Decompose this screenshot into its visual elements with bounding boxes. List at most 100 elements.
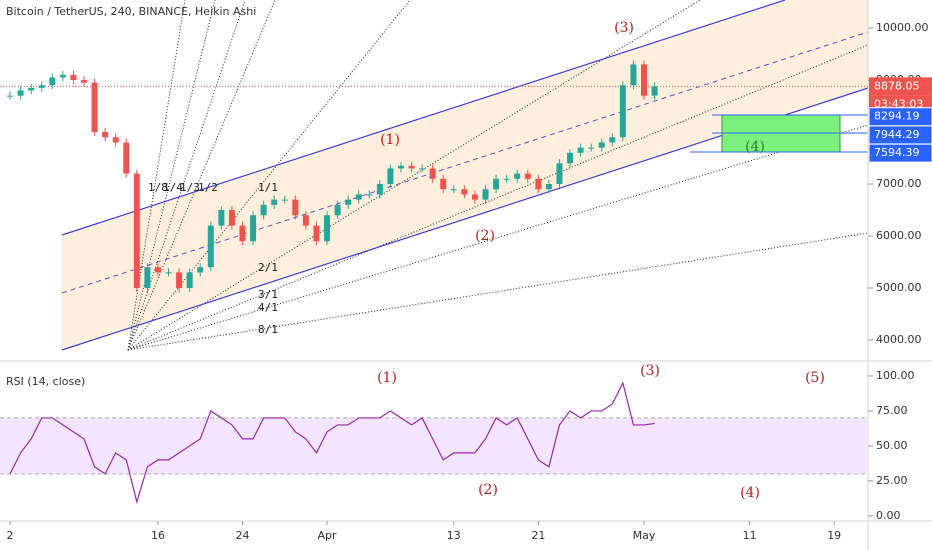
fan-label: 4/1 — [258, 301, 278, 314]
candle-body — [49, 77, 56, 86]
candle-body — [154, 267, 161, 273]
rsi-wave-label: (3) — [640, 363, 660, 379]
candle-body — [577, 147, 584, 153]
candle-body — [366, 194, 373, 196]
candle-body — [588, 147, 595, 149]
rsi-wave-label: (5) — [805, 370, 825, 386]
candle-body — [545, 184, 552, 190]
y-tick-label: 7000.00 — [876, 177, 922, 190]
candle-body — [313, 225, 320, 242]
rsi-wave-label: (1) — [377, 370, 397, 386]
candle-body — [123, 142, 130, 174]
rsi-tick-label: 75.00 — [876, 404, 908, 417]
candle-body — [376, 184, 383, 195]
channel-fill — [62, 0, 868, 350]
candle-body — [440, 178, 447, 190]
candle-body — [535, 178, 542, 190]
candle-body — [567, 152, 574, 164]
rsi-wave-label: (4) — [740, 485, 760, 501]
channel-upper — [61, 0, 786, 236]
fan-label: 1/2 — [198, 181, 218, 194]
fan-label: 1/1 — [258, 181, 278, 194]
candle-body — [260, 204, 267, 216]
rsi-title: RSI (14, close) — [6, 375, 85, 388]
level-label: 7944.29 — [874, 128, 920, 141]
last-price-box — [869, 77, 932, 96]
x-tick-label: May — [633, 529, 656, 542]
rsi-line — [9, 381, 655, 505]
candle-body — [176, 272, 183, 288]
x-tick-label: 24 — [235, 529, 249, 542]
x-tick-label: 2 — [7, 529, 14, 542]
candle-body — [514, 173, 521, 179]
candle-body — [112, 137, 119, 143]
candle-body — [524, 173, 531, 179]
candle-body — [450, 189, 457, 191]
candle-body — [102, 132, 109, 138]
countdown-label: 03:43:03 — [874, 97, 923, 110]
level-label: 7594.39 — [874, 146, 920, 159]
candle-body — [482, 189, 489, 200]
candle-body — [28, 87, 35, 91]
candle-body — [165, 272, 172, 274]
fan-label: 1/4 — [163, 181, 183, 194]
rsi-tick-label: 50.00 — [876, 439, 908, 452]
rsi-band — [0, 417, 868, 474]
rsi-tick-label: 0.00 — [876, 509, 901, 522]
candle-body — [59, 74, 66, 78]
wave-label: (1) — [380, 132, 400, 148]
candle-body — [91, 82, 98, 133]
rsi-tick-label: 25.00 — [876, 474, 908, 487]
wave-label: (2) — [475, 228, 495, 244]
fan-label: 2/1 — [258, 261, 278, 274]
level-box — [868, 143, 932, 163]
fan-label: 3/1 — [258, 288, 278, 301]
candle-body — [324, 215, 331, 242]
x-tick-label: 11 — [743, 529, 757, 542]
candle-body — [397, 165, 404, 169]
candle-body — [471, 194, 478, 200]
candle-body — [81, 80, 87, 83]
candle-body — [250, 215, 257, 242]
channel-mid — [61, 31, 869, 294]
y-tick-label: 4000.00 — [876, 333, 922, 346]
candle-body — [197, 267, 204, 273]
x-tick-label: Apr — [318, 529, 338, 542]
candle-body — [70, 74, 77, 81]
fan-label: 8/1 — [258, 323, 278, 336]
candle-body — [619, 85, 626, 138]
candle-body — [461, 189, 468, 195]
x-tick-label: 21 — [531, 529, 545, 542]
candle-body — [387, 168, 394, 185]
candle-body — [429, 168, 436, 179]
candle-body — [207, 225, 214, 268]
candle-body — [133, 173, 140, 288]
y-tick-label: 6000.00 — [876, 229, 922, 242]
y-tick-label: 10000.00 — [876, 21, 929, 34]
candle-body — [334, 204, 341, 216]
candle-body — [651, 86, 658, 96]
candle-body — [556, 163, 563, 185]
candle-body — [38, 85, 45, 88]
rsi-tick-label: 100.00 — [876, 369, 915, 382]
candle-body — [355, 194, 362, 200]
y-tick-label: 5000.00 — [876, 281, 922, 294]
candle-body — [503, 178, 510, 180]
candle-body — [641, 64, 647, 96]
last-price-label: 8878.05 — [874, 79, 920, 92]
candle-body — [345, 199, 352, 205]
candle-body — [17, 90, 24, 96]
level-label: 8294.19 — [874, 110, 920, 123]
candle-body — [493, 178, 500, 190]
x-tick-label: 13 — [447, 529, 461, 542]
box-level-lines — [690, 114, 868, 153]
candle-body — [281, 199, 288, 201]
candle-body — [598, 142, 605, 148]
candle-body — [271, 199, 278, 205]
rsi-wave-label: (2) — [478, 482, 498, 498]
fan-label: 1/3 — [180, 181, 200, 194]
chart-title: Bitcoin / TetherUS, 240, BINANCE, Heikin… — [6, 5, 256, 18]
candle-body — [144, 267, 151, 288]
candle-body — [302, 215, 309, 226]
